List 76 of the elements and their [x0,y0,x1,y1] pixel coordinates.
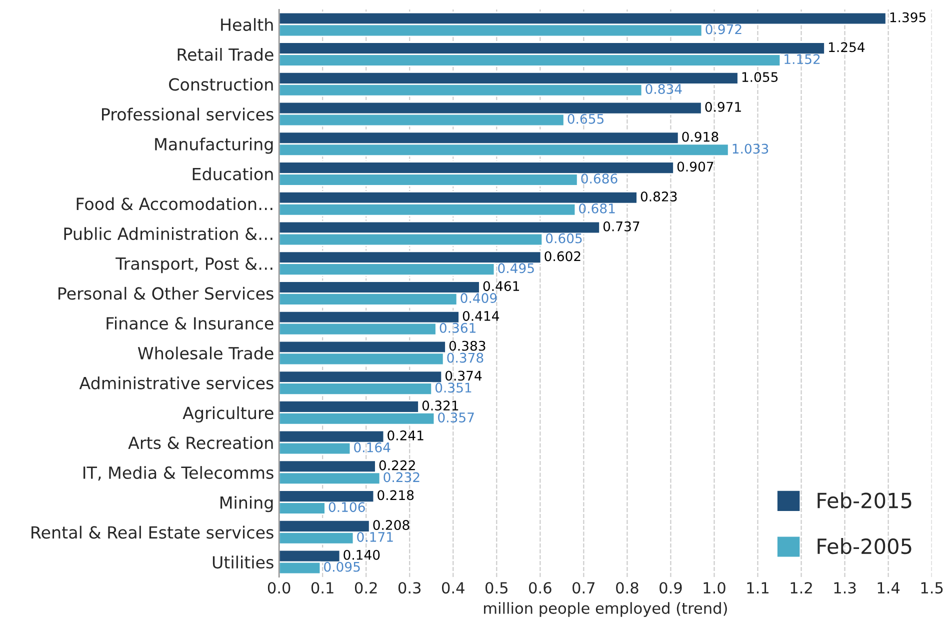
x-tick-label: 0.1 [311,582,334,594]
x-axis-title: million people employed (trend) [484,602,727,617]
data-label: 0.351 [435,382,472,393]
data-label: 0.321 [422,400,458,411]
data-label: 0.222 [379,460,415,470]
y-tick-label: Public Administration &… [64,227,272,240]
data-label: 0.140 [344,550,380,560]
data-label: 0.686 [581,174,618,184]
data-label: 0.972 [706,24,742,34]
data-label: 1.395 [890,12,926,22]
data-label: 0.361 [440,322,476,333]
x-tick-label: 1.1 [747,582,768,594]
data-label: 0.095 [324,562,360,572]
x-tick-label: 1.2 [790,582,812,594]
data-label: 0.378 [447,352,484,363]
y-tick-label: Education [192,167,273,180]
x-tick-label: 0.7 [572,582,595,594]
data-label: 0.383 [449,340,486,351]
x-tick-label: 1.4 [878,582,900,594]
y-tick-label: Retail Trade [178,48,274,61]
y-tick-label: IT, Media & Telecomms [84,466,274,481]
y-tick-label: Professional services [102,108,274,121]
data-label: 0.602 [544,251,580,262]
data-label: 0.106 [328,502,365,512]
data-label: 0.374 [445,370,482,381]
y-tick-label: Food & Accomodation… [76,197,272,210]
data-label: 1.033 [732,144,768,154]
legend-label: Feb-2005 [818,538,912,554]
data-label: 1.055 [742,72,778,82]
x-tick-label: 1.5 [921,582,943,594]
x-tick-label: 0.8 [616,582,638,594]
x-tick-label: 1.0 [704,582,726,594]
data-label: 1.152 [784,54,820,64]
data-label: 0.409 [460,293,497,304]
data-label: 0.918 [682,132,718,142]
y-tick-label: Mining [220,496,273,512]
data-label: 0.823 [640,192,677,202]
data-label: 0.164 [354,442,390,452]
data-label: 0.907 [677,162,714,172]
y-tick-label: Wholesale Trade [138,346,274,360]
data-label: 0.737 [603,221,640,232]
y-tick-label: Transport, Post &… [116,257,272,274]
y-tick-label: Utilities [212,556,274,569]
y-tick-label: Manufacturing [155,138,273,154]
data-label: 0.495 [498,263,534,274]
y-tick-label: Construction [169,78,273,91]
data-label: 0.655 [568,114,604,124]
x-tick-label: 0.5 [486,582,508,594]
data-label: 0.681 [579,203,615,214]
x-tick-label: 0.0 [268,582,290,594]
legend-label: Feb-2015 [818,492,912,508]
data-label: 0.171 [357,532,393,542]
y-tick-label: Finance & Insurance [106,316,274,330]
data-label: 0.414 [462,310,500,321]
data-label: 1.254 [828,42,865,52]
x-tick-label: 0.6 [529,582,552,594]
x-tick-label: 0.2 [354,582,377,594]
y-tick-label: Rental & Real Estate services [32,526,274,539]
x-tick-label: 1.3 [834,582,856,594]
data-label: 0.605 [546,233,582,244]
data-label: 0.208 [373,520,410,530]
data-label: 0.357 [438,412,474,422]
data-label: 0.218 [378,490,414,500]
y-tick-label: Administrative services [79,376,274,390]
y-tick-label: Agriculture [182,406,274,422]
x-tick-label: 0.9 [660,582,682,594]
data-label: 0.241 [388,430,424,440]
data-label: 0.834 [646,84,682,94]
y-tick-label: Personal & Other Services [58,286,274,300]
y-tick-label: Arts & Recreation [128,436,273,450]
x-tick-label: 0.4 [442,582,464,594]
x-tick-label: 0.3 [398,582,421,594]
data-label: 0.232 [384,472,420,482]
data-label: 0.461 [483,281,520,292]
y-tick-label: Health [221,18,273,32]
data-label: 0.971 [705,102,741,112]
